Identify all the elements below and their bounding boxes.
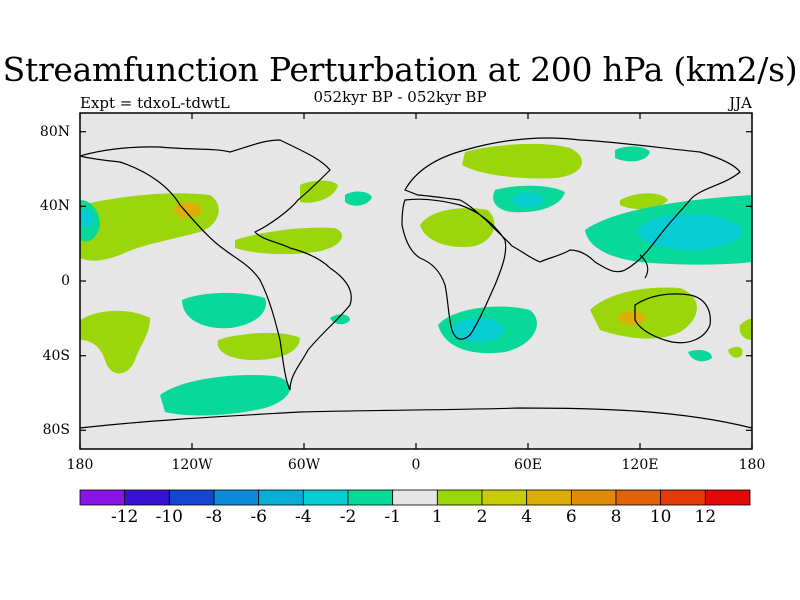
contour-fills xyxy=(80,143,752,416)
axis-ticks xyxy=(79,113,753,449)
colorbar-label: 6 xyxy=(565,507,577,527)
colorbar-label: 4 xyxy=(521,507,533,527)
colorbar-swatch xyxy=(392,489,438,506)
chart-subtitle: 052kyr BP - 052kyr BP xyxy=(313,88,487,106)
colorbar-label: 2 xyxy=(476,507,488,527)
colorbar-swatch xyxy=(436,489,483,506)
colorbar-label: 10 xyxy=(649,507,672,527)
lat-tick-label: 80S xyxy=(42,422,70,438)
colorbar-swatch xyxy=(258,489,304,506)
experiment-label: Expt = tdxoL-tdwtL xyxy=(80,94,230,112)
colorbar-swatch xyxy=(79,489,126,506)
lon-tick-label: 120E xyxy=(621,457,659,473)
lat-tick-label: 40N xyxy=(39,198,70,214)
colorbar-swatch xyxy=(660,489,706,506)
colorbar-swatch xyxy=(704,489,751,506)
colorbar-label: -6 xyxy=(250,507,267,527)
colorbar-swatch xyxy=(213,489,260,506)
lon-tick-label: 60W xyxy=(287,457,321,473)
lon-tick-label: 0 xyxy=(411,457,421,473)
colorbar-swatch xyxy=(302,489,349,506)
colorbar-label: 8 xyxy=(610,507,622,527)
colorbar-label: 1 xyxy=(431,507,443,527)
lat-tick-label: 40S xyxy=(42,348,70,364)
colorbar-swatch xyxy=(347,489,394,506)
season-label: JJA xyxy=(729,94,752,112)
coastlines xyxy=(80,137,752,429)
colorbar-swatch xyxy=(168,489,215,506)
colorbar-swatch xyxy=(481,489,528,506)
colorbar-label: -8 xyxy=(205,507,223,527)
colorbar-label: -10 xyxy=(155,507,184,527)
colorbar-swatch xyxy=(570,489,617,506)
lat-tick-label: 0 xyxy=(61,273,70,289)
colorbar-label: -4 xyxy=(295,507,312,527)
lon-tick-label: 180 xyxy=(738,457,766,473)
colorbar-label: -12 xyxy=(110,507,139,527)
colorbar-swatch xyxy=(124,489,170,506)
colorbar-label: 12 xyxy=(694,507,717,527)
lon-tick-label: 60E xyxy=(513,457,543,473)
lat-tick-label: 80N xyxy=(39,124,70,140)
colorbar-swatch xyxy=(615,489,662,506)
colorbar-label: -1 xyxy=(384,507,401,527)
lon-tick-label: 120W xyxy=(171,457,213,473)
colorbar-label: -2 xyxy=(339,507,357,527)
lon-tick-label: 180 xyxy=(66,457,94,473)
chart-title: Streamfunction Perturbation at 200 hPa (… xyxy=(2,50,798,89)
colorbar-swatch xyxy=(526,489,572,506)
